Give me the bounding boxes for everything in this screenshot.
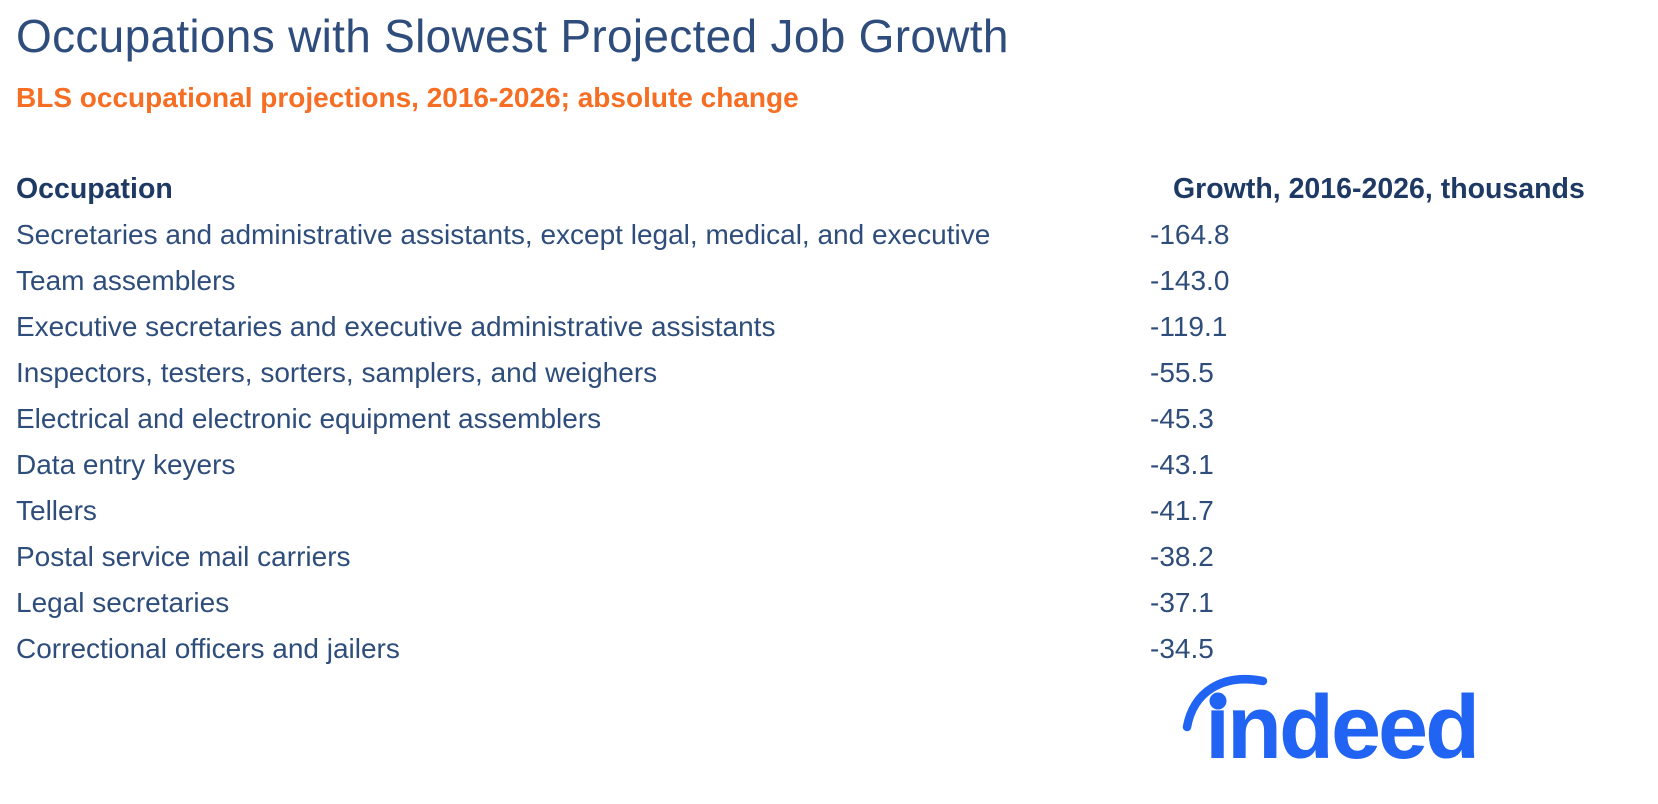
- page-subtitle: BLS occupational projections, 2016-2026;…: [16, 82, 799, 113]
- growth-value-cell: -119.1: [1150, 311, 1228, 342]
- occupation-cell: Legal secretaries: [16, 587, 230, 618]
- growth-column-header: Growth, 2016-2026, thousands: [1173, 173, 1585, 205]
- table-row: Secretaries and administrative assistant…: [16, 212, 1642, 258]
- table-row: Inspectors, testers, sorters, samplers, …: [16, 350, 1642, 396]
- page-title: Occupations with Slowest Projected Job G…: [16, 10, 1009, 62]
- table-row: Legal secretaries -37.1: [16, 580, 1642, 626]
- indeed-logo-dot-icon: [1209, 692, 1227, 710]
- growth-value-cell: -45.3: [1150, 403, 1214, 434]
- occupation-cell: Electrical and electronic equipment asse…: [16, 403, 602, 434]
- growth-value-cell: -37.1: [1150, 587, 1214, 618]
- occupation-cell: Postal service mail carriers: [16, 541, 351, 572]
- table-body: Secretaries and administrative assistant…: [16, 212, 1642, 672]
- table-row: Electrical and electronic equipment asse…: [16, 396, 1642, 442]
- table-row: Data entry keyers -43.1: [16, 442, 1642, 488]
- table-header-row: Occupation Growth, 2016-2026, thousands: [16, 166, 1642, 212]
- occupation-cell: Executive secretaries and executive admi…: [16, 311, 776, 342]
- indeed-logo: ındeed: [1182, 675, 1480, 770]
- occupations-table: Occupation Growth, 2016-2026, thousands …: [16, 166, 1642, 672]
- growth-value-cell: -34.5: [1150, 633, 1214, 664]
- occupation-column-header: Occupation: [16, 173, 173, 205]
- occupation-cell: Inspectors, testers, sorters, samplers, …: [16, 357, 658, 388]
- table-row: Executive secretaries and executive admi…: [16, 304, 1642, 350]
- table-row: Correctional officers and jailers -34.5: [16, 626, 1642, 672]
- growth-value-cell: -164.8: [1150, 219, 1230, 250]
- growth-value-cell: -55.5: [1150, 357, 1214, 388]
- occupation-cell: Team assemblers: [16, 265, 236, 296]
- indeed-logo-text: ındeed: [1205, 678, 1477, 770]
- table-row: Tellers -41.7: [16, 488, 1642, 534]
- table-row: Team assemblers -143.0: [16, 258, 1642, 304]
- occupation-cell: Secretaries and administrative assistant…: [16, 219, 991, 250]
- occupation-cell: Correctional officers and jailers: [16, 633, 400, 664]
- growth-value-cell: -38.2: [1150, 541, 1214, 572]
- table-row: Postal service mail carriers -38.2: [16, 534, 1642, 580]
- growth-value-cell: -41.7: [1150, 495, 1214, 526]
- occupation-cell: Tellers: [16, 495, 97, 526]
- growth-value-cell: -43.1: [1150, 449, 1214, 480]
- indeed-logo-swoosh-icon: [1182, 675, 1268, 732]
- occupation-cell: Data entry keyers: [16, 449, 236, 480]
- growth-value-cell: -143.0: [1150, 265, 1230, 296]
